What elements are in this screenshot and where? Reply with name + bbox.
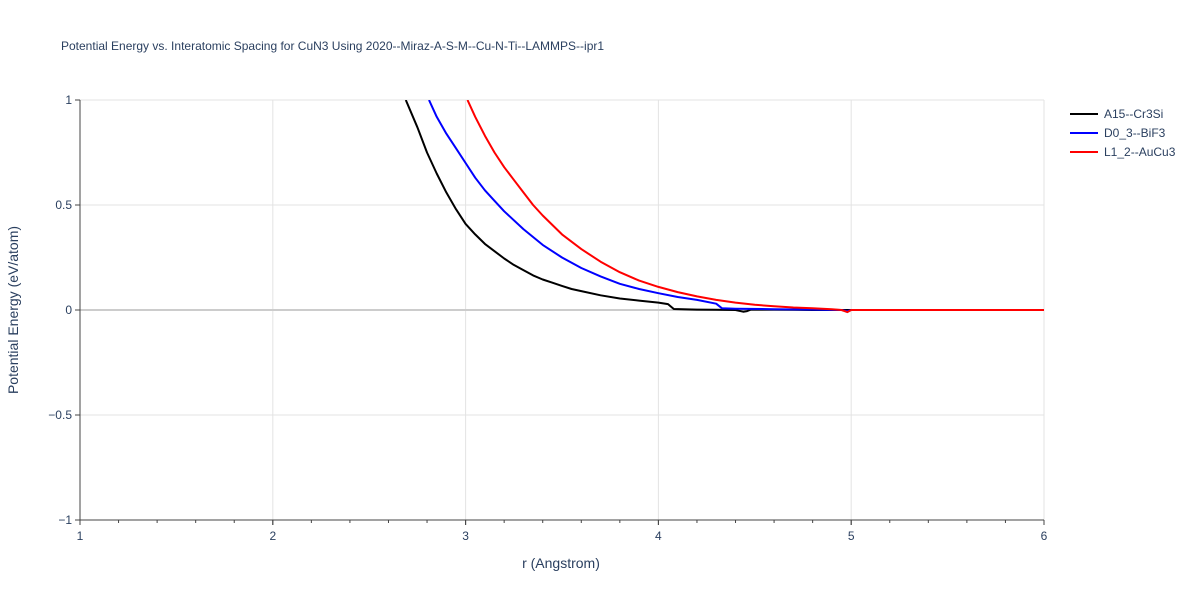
y-tick-label: 0.5 xyxy=(55,198,72,212)
legend-item[interactable]: A15--Cr3Si xyxy=(1070,107,1163,121)
legend-item[interactable]: D0_3--BiF3 xyxy=(1070,126,1166,140)
x-tick-label: 2 xyxy=(269,529,276,543)
y-tick-label: 1 xyxy=(65,93,72,107)
y-tick-label: −0.5 xyxy=(48,408,72,422)
x-tick-label: 1 xyxy=(77,529,84,543)
legend-item[interactable]: L1_2--AuCu3 xyxy=(1070,145,1176,159)
legend-label: A15--Cr3Si xyxy=(1104,107,1163,121)
y-tick-label: 0 xyxy=(65,303,72,317)
x-tick-label: 6 xyxy=(1041,529,1048,543)
plot-area[interactable] xyxy=(404,100,1045,314)
series-line-l1-2-aucu3[interactable] xyxy=(466,100,1045,314)
x-axis: 1 2 3 4 5 6 xyxy=(77,519,1048,543)
y-tick-label: −1 xyxy=(58,513,72,527)
series-line-a15-cr3si[interactable] xyxy=(404,100,1044,313)
series-line-d0-3-bif3[interactable] xyxy=(428,100,1044,313)
chart-title: Potential Energy vs. Interatomic Spacing… xyxy=(61,39,604,53)
legend-label: L1_2--AuCu3 xyxy=(1104,145,1176,159)
x-tick-label: 5 xyxy=(848,529,855,543)
x-tick-label: 4 xyxy=(655,529,662,543)
legend[interactable]: A15--Cr3Si D0_3--BiF3 L1_2--AuCu3 xyxy=(1070,107,1176,159)
x-axis-label: r (Angstrom) xyxy=(522,555,600,571)
y-axis-label: Potential Energy (eV/atom) xyxy=(5,226,21,394)
y-axis: −1 −0.5 0 0.5 1 xyxy=(48,93,81,527)
x-tick-label: 3 xyxy=(462,529,469,543)
legend-label: D0_3--BiF3 xyxy=(1104,126,1166,140)
